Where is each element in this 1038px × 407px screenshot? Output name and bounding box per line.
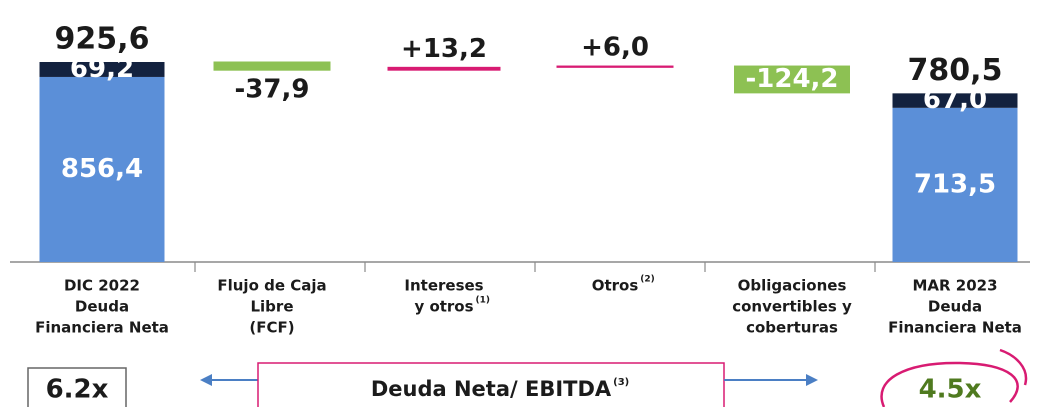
bar-segment xyxy=(39,76,165,263)
category-label: MAR 2023 xyxy=(912,277,997,295)
category-label: Financiera Neta xyxy=(35,319,169,337)
bar-segment xyxy=(39,62,165,77)
category-label: DIC 2022 xyxy=(64,277,140,295)
segment-label: 713,5 xyxy=(914,169,996,199)
segment-label: 67,0 xyxy=(923,85,987,115)
change-bar xyxy=(556,65,674,68)
total-label: 925,6 xyxy=(55,22,150,57)
segment-label: 69,2 xyxy=(70,54,134,84)
category-note: (2) xyxy=(640,275,655,285)
ratio-label: Deuda Neta/ EBITDA xyxy=(371,377,612,401)
total-label: 780,5 xyxy=(908,53,1003,88)
category-label: Libre xyxy=(250,298,293,316)
change-label: -37,9 xyxy=(235,75,310,105)
ratio-start: 6.2x xyxy=(46,375,109,405)
highlight-ellipse xyxy=(880,348,1028,407)
category-label: coberturas xyxy=(746,319,838,337)
change-bar xyxy=(387,66,501,71)
ratio-label-box xyxy=(257,362,725,407)
category-note: (1) xyxy=(476,296,491,306)
category-label: Deuda xyxy=(928,298,982,316)
column-dividers xyxy=(194,262,876,272)
change-label: +13,2 xyxy=(401,34,487,64)
category-label: Intereses xyxy=(404,277,483,295)
category-label: y otros xyxy=(414,298,473,316)
change-label: +6,0 xyxy=(581,33,649,63)
segment-label: 856,4 xyxy=(61,154,143,184)
ratio-note: (3) xyxy=(613,377,629,388)
category-label: convertibles y xyxy=(732,298,852,316)
ratio-end: 4.5x xyxy=(919,375,982,405)
category-label: Obligaciones xyxy=(738,277,847,295)
bar-segment xyxy=(892,93,1018,108)
arrow-right-head xyxy=(806,374,818,386)
arrow-left-head xyxy=(200,374,212,386)
change-bar xyxy=(734,65,850,94)
change-label: -124,2 xyxy=(745,64,838,94)
category-label: (FCF) xyxy=(249,319,294,337)
category-label: Otros xyxy=(592,277,639,295)
category-label: Deuda xyxy=(75,298,129,316)
category-label: Financiera Neta xyxy=(888,319,1022,337)
ratio-start-box xyxy=(27,367,127,407)
change-bar xyxy=(213,61,331,71)
bar-segment xyxy=(892,107,1018,262)
category-label: Flujo de Caja xyxy=(217,277,326,295)
